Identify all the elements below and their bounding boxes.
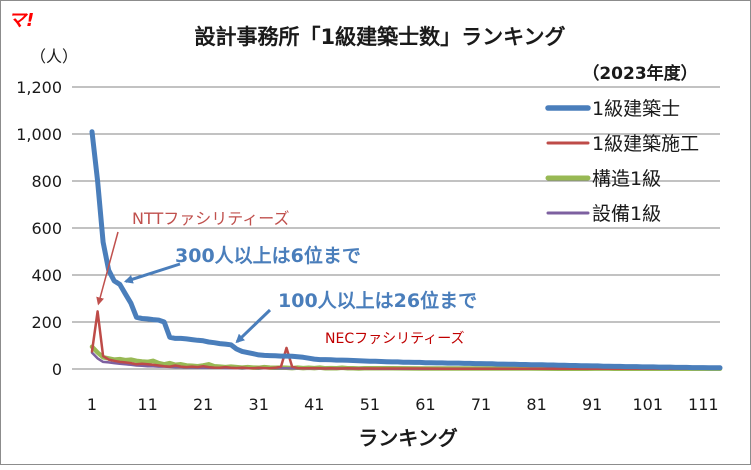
gridlines [72, 86, 720, 323]
brand-logo: マ! [8, 10, 34, 31]
x-tick-label: 1 [87, 395, 97, 414]
y-tick-label: 0 [52, 360, 62, 379]
x-tick-labels: 1 11 21 31 41 51 61 71 81 91 101 111 [87, 395, 719, 414]
x-axis-label: ランキング [358, 426, 457, 450]
annotations: NTTファシリティーズ 300人以上は6位まで 100人以上は26位まで NECファシ… [96, 209, 477, 347]
y-axis-label: （人） [30, 47, 78, 66]
y-tick-label: 1,200 [16, 78, 62, 97]
annotation-label: 100人以上は26位まで [278, 289, 477, 312]
annotation-arrow [123, 262, 181, 284]
x-tick-label: 91 [582, 395, 602, 414]
annotation-label: 300人以上は6位まで [175, 244, 361, 267]
x-tick-label: 21 [193, 395, 213, 414]
y-tick-label: 200 [31, 313, 62, 332]
x-tick-label: 101 [632, 395, 663, 414]
y-tick-label: 800 [31, 172, 62, 191]
x-tick-label: 61 [415, 395, 435, 414]
series-lines [89, 129, 723, 372]
x-tick-label: 111 [688, 395, 719, 414]
series-line-0 [89, 129, 723, 371]
y-tick-label: 600 [31, 219, 62, 238]
y-tick-labels: 0 200 400 600 800 1,000 1,200 [16, 78, 62, 379]
annotation-label: NTTファシリティーズ [132, 209, 289, 228]
x-tick-label: 11 [137, 395, 157, 414]
x-tick-label: 71 [471, 395, 491, 414]
chart-subtitle: （2023年度） [582, 63, 697, 84]
legend-label: 1級建築士 [592, 98, 680, 120]
annotation-arrow [235, 308, 272, 344]
legend-label: 設備1級 [592, 203, 661, 225]
series-line-1 [90, 310, 722, 371]
y-tick-label: 1,000 [16, 125, 62, 144]
y-tick-label: 400 [31, 266, 62, 285]
x-tick-label: 41 [304, 395, 324, 414]
legend-label: 1級建築施工 [592, 133, 699, 155]
chart-title: 設計事務所「1級建築士数」ランキング [195, 25, 566, 49]
x-tick-label: 31 [249, 395, 269, 414]
annotation-label: NECファシリティーズ [325, 331, 465, 347]
legend-label: 構造1級 [592, 168, 661, 190]
x-tick-label: 81 [526, 395, 546, 414]
annotation-arrow [96, 231, 119, 306]
x-tick-label: 51 [360, 395, 380, 414]
